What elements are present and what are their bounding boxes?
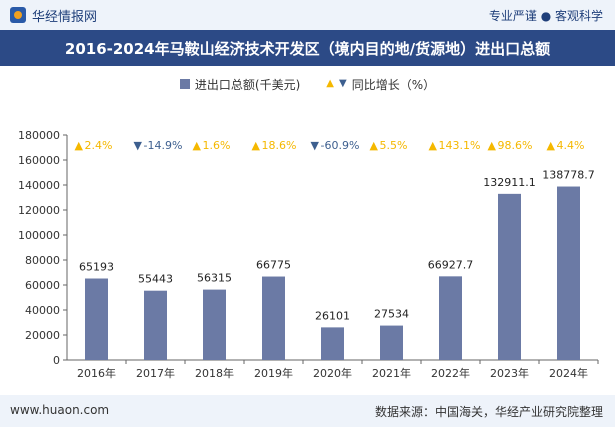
legend: 进出口总额(千美元) ▲ ▼ 同比增长（%） [0, 73, 615, 95]
legend-down-triangle-icon: ▼ [338, 78, 347, 89]
legend-item-total: 进出口总额(千美元) [179, 76, 301, 93]
bar [262, 276, 285, 360]
top-bar: 华经情报网 专业严谨 ● 客观科学 [0, 0, 615, 30]
x-tick-label: 2020年 [313, 366, 352, 380]
growth-up-triangle-icon: ▲ [429, 139, 438, 152]
logo-icon [10, 7, 26, 23]
growth-down-triangle-icon: ▼ [134, 139, 143, 152]
brand-name: 华经情报网 [32, 9, 98, 25]
growth-value-label: 1.6% [203, 139, 231, 152]
tagline: 专业严谨 ● 客观科学 [488, 9, 603, 23]
x-tick-label: 2018年 [195, 366, 234, 380]
x-tick-label: 2017年 [136, 366, 175, 380]
bar-value-label: 66927.7 [428, 258, 474, 271]
x-tick-label: 2019年 [254, 366, 293, 380]
growth-value-label: 98.6% [498, 139, 533, 152]
growth-value-label: -60.9% [321, 139, 360, 152]
footer-source: 数据来源：中国海关，华经产业研究院整理 [374, 405, 603, 419]
legend-up-triangle-icon: ▲ [326, 78, 334, 89]
x-tick-label: 2022年 [431, 366, 470, 380]
legend-label-total: 进出口总额(千美元) [194, 77, 301, 92]
growth-up-triangle-icon: ▲ [370, 139, 379, 152]
bar [144, 290, 167, 360]
legend-label-growth: 同比增长（%） [351, 77, 436, 92]
bar-value-label: 138778.7 [542, 169, 595, 182]
bar-value-label: 26101 [315, 309, 350, 322]
bar [85, 278, 108, 360]
x-tick-label: 2016年 [77, 366, 116, 380]
y-tick-label: 160000 [18, 154, 60, 167]
bar-value-label: 55443 [138, 273, 173, 286]
bar-value-label: 56315 [197, 272, 232, 285]
growth-up-triangle-icon: ▲ [193, 139, 202, 152]
growth-up-triangle-icon: ▲ [547, 139, 556, 152]
y-tick-label: 0 [53, 354, 60, 367]
legend-item-growth: ▲ ▼ 同比增长（%） [326, 76, 435, 93]
growth-value-label: 143.1% [439, 139, 481, 152]
growth-down-triangle-icon: ▼ [311, 139, 320, 152]
y-tick-label: 20000 [25, 329, 60, 342]
growth-value-label: 2.4% [85, 139, 113, 152]
y-tick-label: 100000 [18, 229, 60, 242]
growth-value-label: 18.6% [262, 139, 297, 152]
bar-value-label: 132911.1 [483, 176, 536, 189]
bar [321, 327, 344, 360]
growth-value-label: 4.4% [557, 139, 585, 152]
bar [557, 186, 580, 360]
x-tick-label: 2024年 [549, 366, 588, 380]
y-tick-label: 140000 [18, 179, 60, 192]
bar-value-label: 65193 [79, 261, 114, 274]
growth-up-triangle-icon: ▲ [488, 139, 497, 152]
x-tick-label: 2021年 [372, 366, 411, 380]
growth-value-label: -14.9% [144, 139, 183, 152]
legend-bar-swatch-icon [179, 79, 190, 89]
footer-website: www.huaon.com [10, 403, 110, 417]
bar [498, 193, 521, 360]
growth-value-label: 5.5% [380, 139, 408, 152]
chart-title: 2016-2024年马鞍山经济技术开发区（境内目的地/货源地）进出口总额 [0, 30, 615, 66]
y-tick-label: 60000 [25, 279, 60, 292]
growth-up-triangle-icon: ▲ [252, 139, 261, 152]
y-tick-label: 180000 [18, 129, 60, 142]
growth-up-triangle-icon: ▲ [75, 139, 84, 152]
y-tick-label: 120000 [18, 204, 60, 217]
y-tick-label: 40000 [25, 304, 60, 317]
bar-value-label: 66775 [256, 259, 291, 272]
bar [439, 276, 462, 360]
footer: www.huaon.com 数据来源：中国海关，华经产业研究院整理 [0, 395, 615, 427]
bar-chart: 0 20000 40000 60000 80000 100000 120000 140000 1… [18, 129, 599, 380]
x-tick-label: 2023年 [490, 366, 529, 380]
bar-value-label: 27534 [374, 308, 409, 321]
y-tick-label: 80000 [25, 254, 60, 267]
bar [380, 325, 403, 360]
bar [203, 289, 226, 360]
brand: 华经情报网 [10, 6, 98, 25]
